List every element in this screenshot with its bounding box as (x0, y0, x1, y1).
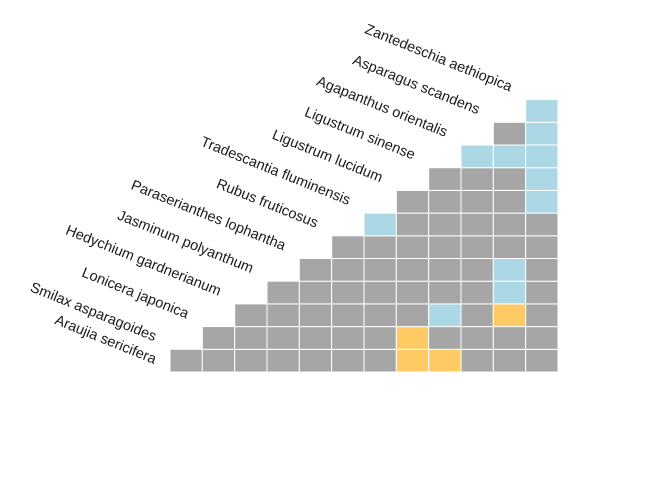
heatmap-cell-grey (266, 280, 300, 305)
heatmap-cell-blue (492, 258, 527, 282)
heatmap-cell-grey (428, 235, 462, 260)
heatmap-cell-grey (492, 235, 527, 260)
heatmap-cell-orange (492, 303, 527, 328)
heatmap-cell-blue (460, 144, 494, 169)
heatmap-cell-orange (395, 326, 430, 350)
heatmap-cell-grey (331, 326, 365, 350)
heatmap-cell-grey (331, 235, 365, 260)
heatmap-cell-grey (266, 303, 300, 328)
heatmap-cell-grey (525, 258, 559, 282)
heatmap-cell-grey (395, 258, 430, 282)
heatmap-cell-grey (492, 348, 527, 373)
heatmap-cell-grey (492, 326, 527, 350)
heatmap-cell-grey (363, 258, 397, 282)
heatmap-cell-grey (525, 212, 559, 237)
heatmap-cell-grey (525, 326, 559, 350)
heatmap-cell-grey (331, 303, 365, 328)
heatmap-cell-grey (363, 303, 397, 328)
heatmap-cell-grey (363, 235, 397, 260)
heatmap-cell-grey (460, 167, 494, 191)
heatmap-cell-grey (460, 348, 494, 373)
heatmap-cell-grey (331, 348, 365, 373)
heatmap-cell-grey (234, 303, 268, 328)
heatmap-cell-grey (460, 326, 494, 350)
heatmap-cell-grey (460, 303, 494, 328)
heatmap-cell-blue (492, 280, 527, 305)
heatmap-cell-grey (169, 348, 203, 373)
heatmap-cell-blue (525, 99, 559, 123)
heatmap-cell-grey (460, 189, 494, 214)
heatmap-cell-grey (363, 280, 397, 305)
heatmap-cell-orange (395, 348, 430, 373)
heatmap-cell-grey (460, 212, 494, 237)
heatmap-cell-grey (298, 326, 333, 350)
heatmap-cell-grey (492, 121, 527, 146)
heatmap-cell-grey (525, 303, 559, 328)
heatmap-cell-grey (428, 189, 462, 214)
heatmap-cell-blue (492, 144, 527, 169)
heatmap-cell-grey (492, 189, 527, 214)
heatmap-cell-grey (428, 167, 462, 191)
heatmap-cell-grey (460, 280, 494, 305)
heatmap-cell-grey (492, 167, 527, 191)
heatmap-cell-blue (525, 144, 559, 169)
heatmap-cell-orange (428, 348, 462, 373)
heatmap-cell-grey (525, 280, 559, 305)
heatmap-cell-grey (298, 258, 333, 282)
heatmap-cell-grey (395, 303, 430, 328)
heatmap-cell-grey (298, 348, 333, 373)
heatmap-cell-blue (363, 212, 397, 237)
heatmap-cell-grey (428, 258, 462, 282)
heatmap-cell-grey (234, 348, 268, 373)
heatmap-cell-grey (428, 326, 462, 350)
heatmap-cell-grey (201, 326, 236, 350)
heatmap-cell-grey (331, 280, 365, 305)
heatmap-cell-grey (363, 326, 397, 350)
heatmap-cells (169, 99, 559, 373)
heatmap-cell-grey (492, 212, 527, 237)
heatmap-cell-grey (395, 280, 430, 305)
heatmap-cell-blue (525, 189, 559, 214)
heatmap-cell-grey (298, 280, 333, 305)
heatmap-cell-grey (298, 303, 333, 328)
heatmap-cell-grey (331, 258, 365, 282)
species-label: Zantedeschia aethiopica (362, 22, 515, 96)
heatmap-cell-grey (460, 258, 494, 282)
heatmap-cell-grey (234, 326, 268, 350)
heatmap-cell-blue (525, 121, 559, 146)
heatmap-cell-grey (395, 235, 430, 260)
heatmap-cell-grey (395, 212, 430, 237)
heatmap-cell-grey (525, 348, 559, 373)
heatmap-cell-grey (201, 348, 236, 373)
heatmap-cell-grey (525, 235, 559, 260)
heatmap-cell-grey (428, 212, 462, 237)
heatmap-cell-grey (363, 348, 397, 373)
heatmap-cell-grey (428, 280, 462, 305)
heatmap-cell-grey (266, 348, 300, 373)
heatmap-cell-grey (460, 235, 494, 260)
heatmap-cell-grey (266, 326, 300, 350)
heatmap-cell-blue (428, 303, 462, 328)
heatmap-cell-blue (525, 167, 559, 191)
heatmap-cell-grey (395, 189, 430, 214)
